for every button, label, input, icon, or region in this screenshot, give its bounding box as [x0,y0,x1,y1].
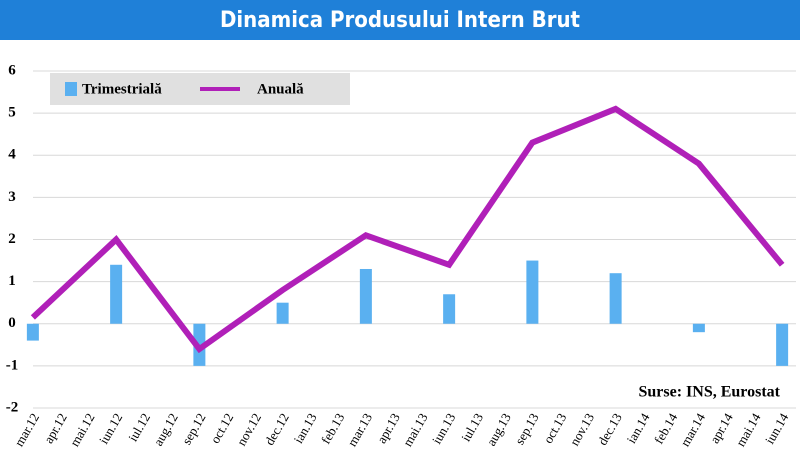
bar [26,323,39,341]
bar [692,323,705,333]
x-tick-label: feb.14 [651,410,681,446]
y-tick-label: 6 [8,62,16,78]
y-tick-label: 0 [8,315,16,331]
bar [443,294,456,324]
x-tick-label: mai.13 [400,410,431,448]
bar [110,264,123,324]
x-tick-label: aug.12 [150,410,181,448]
chart-title: Dinamica Produsului Intern Brut [220,8,581,33]
y-tick-label: 3 [8,189,16,205]
legend-swatch [65,82,77,96]
x-tick-label: ian.14 [623,410,652,446]
y-tick-label: 4 [8,147,16,163]
x-tick-label: dec.12 [262,410,292,447]
x-tick-label: mar.14 [677,410,708,449]
bar [609,273,622,324]
legend-label: Trimestrială [82,81,162,97]
x-tick-label: apr.13 [374,410,403,445]
x-tick-label: feb.13 [318,410,347,446]
x-tick-label: mai.12 [67,410,98,448]
title-bar [0,0,800,40]
x-tick-label: iun.14 [762,410,792,446]
line [30,105,785,354]
x-tick-label: apr.12 [41,410,70,445]
x-tick-label: mar.12 [11,410,42,448]
x-tick-label: apr.14 [707,410,736,446]
x-tick-label: iun.12 [96,410,125,446]
legend-label: Anuală [257,81,304,97]
x-tick-label: sep.12 [179,410,209,447]
y-tick-label: -1 [6,357,19,373]
x-tick-label: aug.13 [483,410,514,448]
bar [526,260,539,324]
x-tick-label: nov.12 [234,410,264,448]
x-tick-label: ian.13 [290,410,319,445]
x-tick-label: mai.14 [733,410,764,449]
y-tick-label: 2 [8,231,16,247]
x-tick-label: mar.13 [344,410,375,448]
x-tick-label: dec.13 [595,410,625,447]
y-tick-label: 5 [8,105,16,121]
bar [276,302,289,324]
x-tick-label: nov.13 [567,410,597,448]
x-tick-label: iul.13 [458,410,486,443]
bar [359,268,372,324]
annotation: Surse: INS, Eurostat [639,384,781,401]
y-tick-label: 1 [8,273,16,289]
x-tick-label: iul.12 [125,410,153,443]
x-tick-label: oct.12 [207,410,236,445]
x-tick-label: iun.13 [429,410,458,446]
x-tick-label: sep.13 [512,410,542,447]
bar [776,323,789,366]
x-tick-label: oct.13 [540,410,569,445]
y-tick-label: -2 [6,399,19,415]
